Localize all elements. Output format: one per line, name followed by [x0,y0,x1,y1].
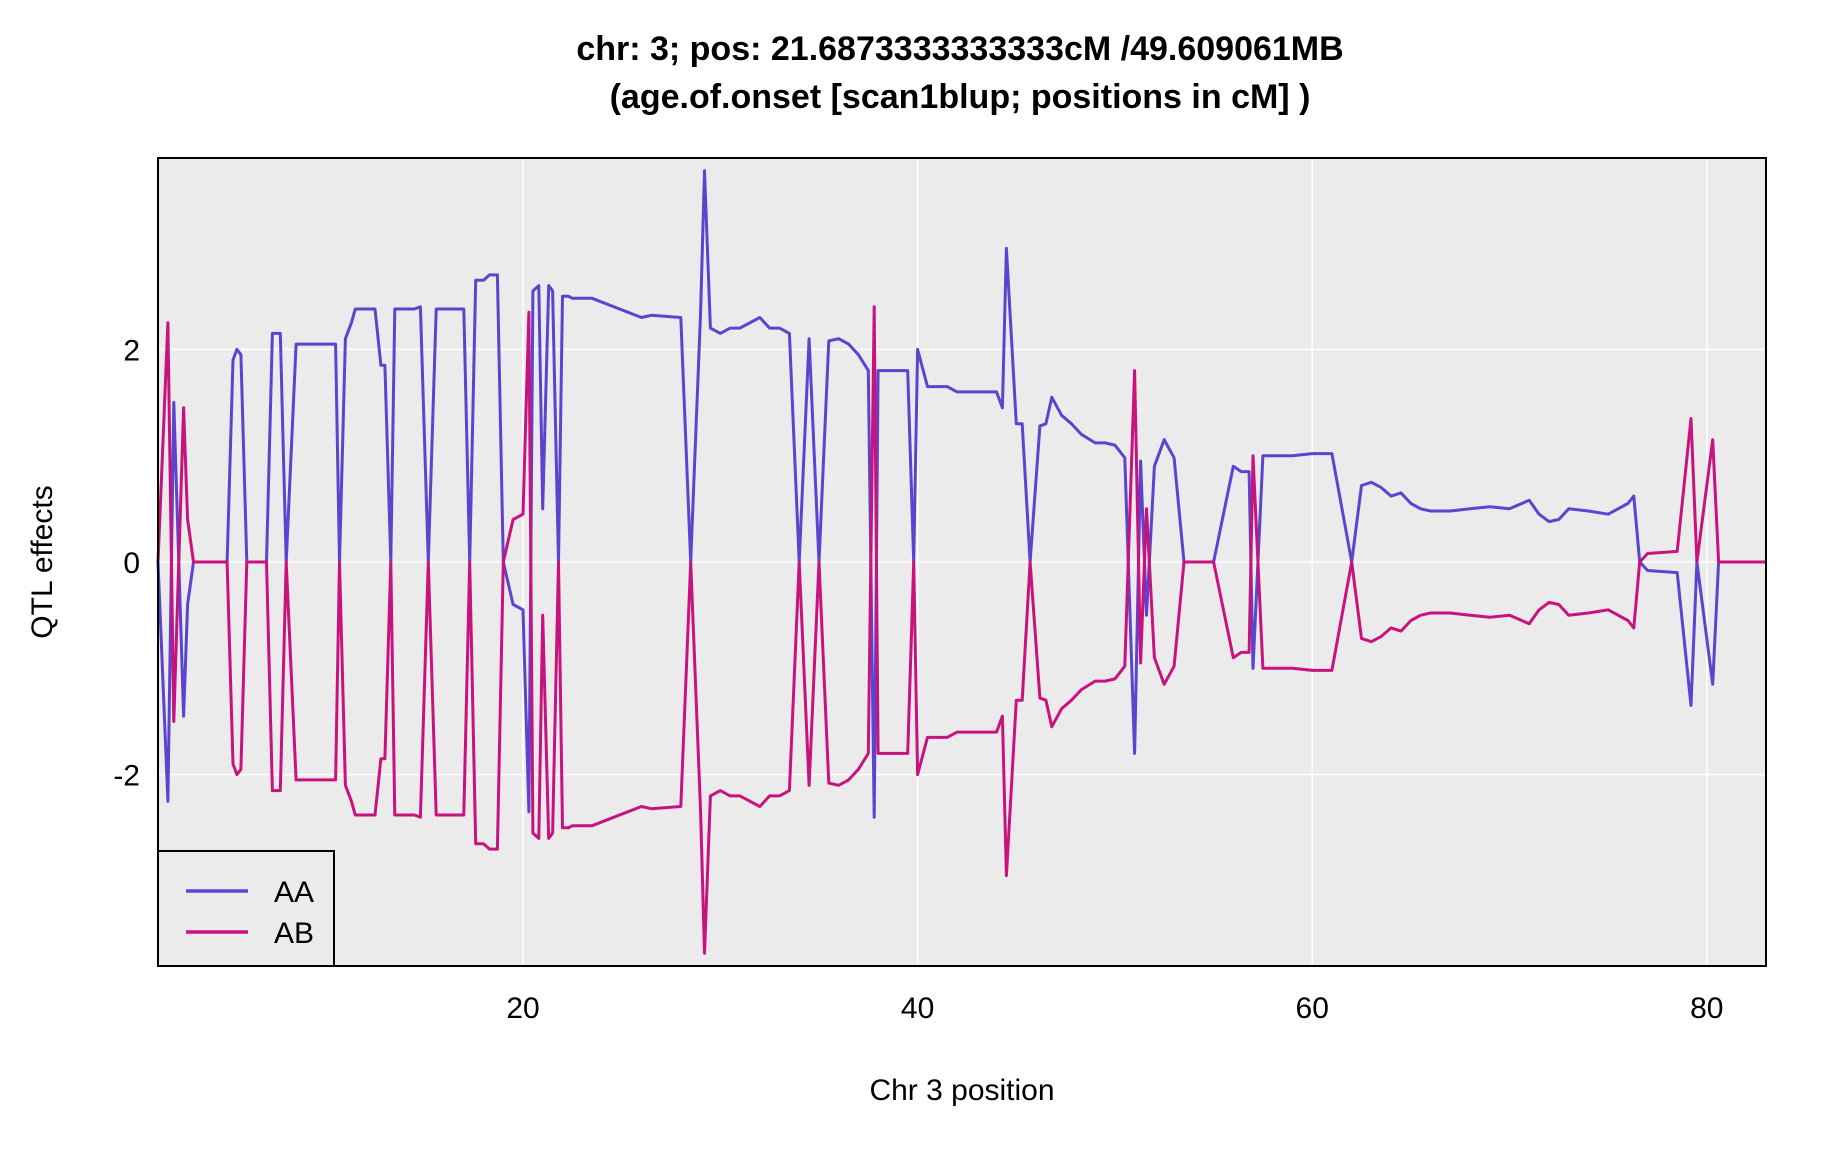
series-lines [156,169,1766,955]
x-tick-label: 40 [901,992,934,1025]
y-tick-label: -2 [113,760,140,793]
legend-box [157,850,335,967]
x-tick-label: 20 [506,992,539,1025]
x-tick-label: 80 [1690,992,1723,1025]
y-tick-label: 0 [123,547,140,580]
y-tick-label: 2 [123,334,140,367]
x-axis-label: Chr 3 position [869,1074,1054,1107]
series-line-ab [156,305,1766,955]
legend-ab-label: AB [274,917,314,950]
chart-subtitle: (age.of.onset [scan1blup; positions in c… [610,78,1311,116]
plot-border [157,157,1767,967]
x-axis-ticks: 20 40 60 80 [506,992,1723,1025]
legend-aa-label: AA [274,876,314,909]
y-axis-label: QTL effects [26,485,59,638]
legend: AA AB [157,850,335,967]
y-axis-ticks: -2 0 2 [113,334,140,792]
x-tick-label: 60 [1296,992,1329,1025]
chart-title: chr: 3; pos: 21.6873333333333cM /49.6090… [576,30,1343,68]
grid-lines [158,158,1766,966]
series-line-aa [156,169,1766,819]
